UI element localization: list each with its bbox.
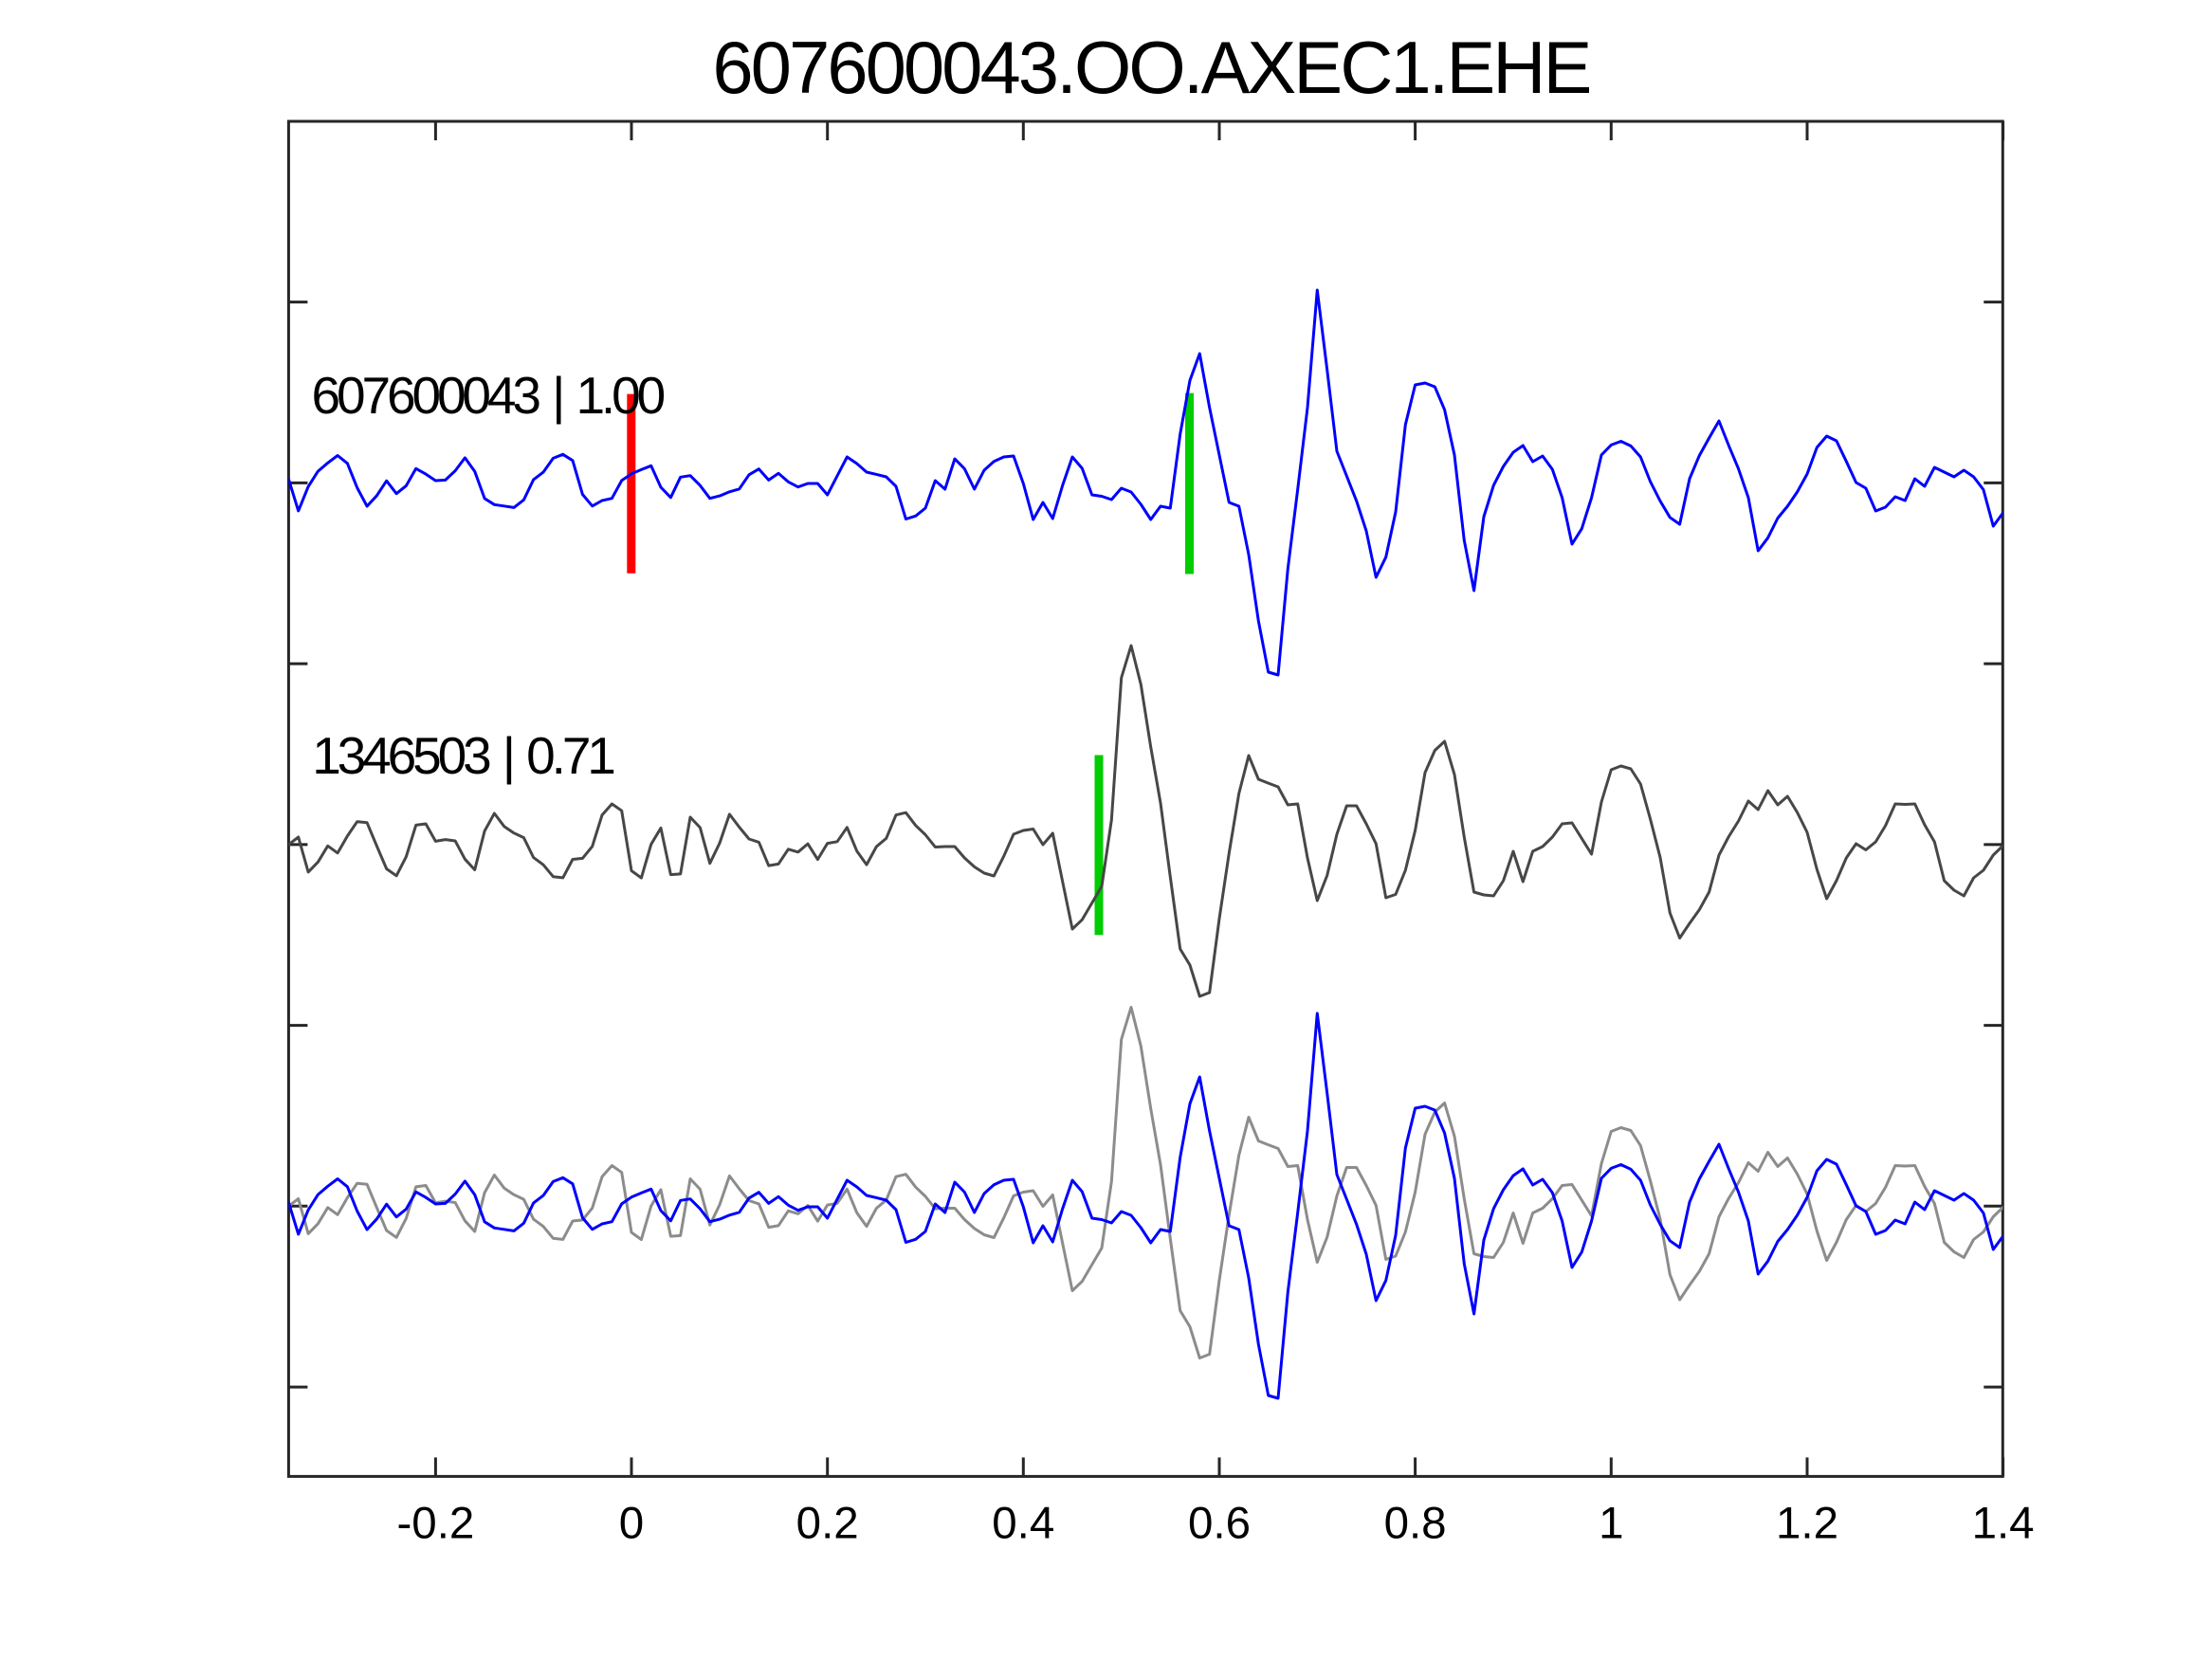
svg-text:607600043.OO.AXEC1.EHE: 607600043.OO.AXEC1.EHE xyxy=(713,27,1590,109)
svg-text:0.6: 0.6 xyxy=(1188,1499,1251,1549)
svg-text:0.2: 0.2 xyxy=(796,1499,859,1549)
svg-text:1: 1 xyxy=(1599,1499,1623,1549)
svg-text:-0.2: -0.2 xyxy=(396,1499,474,1549)
svg-text:0.8: 0.8 xyxy=(1384,1499,1447,1549)
svg-text:0: 0 xyxy=(619,1499,644,1549)
svg-text:1.2: 1.2 xyxy=(1776,1499,1838,1549)
svg-text:1.4: 1.4 xyxy=(1972,1499,2035,1549)
svg-text:0.4: 0.4 xyxy=(992,1499,1054,1549)
svg-text:1346503 | 0.71: 1346503 | 0.71 xyxy=(312,726,613,785)
svg-text:607600043 | 1.00: 607600043 | 1.00 xyxy=(312,366,665,425)
